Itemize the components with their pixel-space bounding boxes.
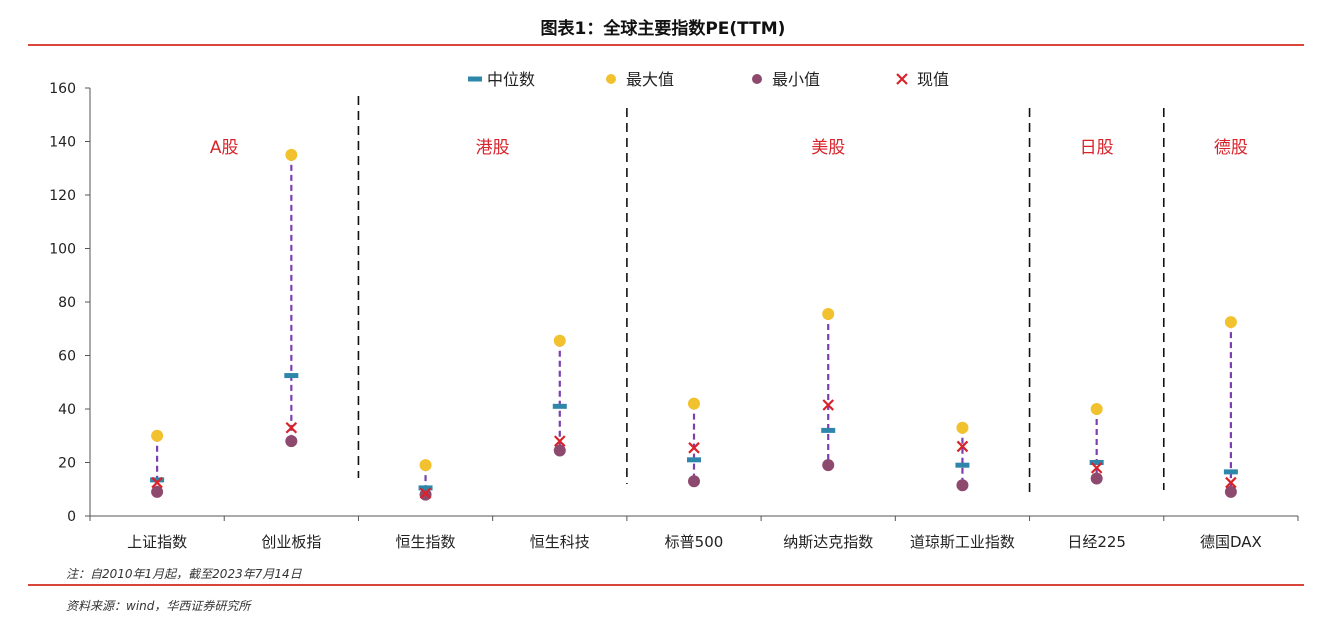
legend-max-label: 最大值 — [626, 70, 674, 89]
min-point — [285, 435, 298, 448]
max-point — [956, 421, 969, 434]
y-tick-label: 140 — [49, 135, 76, 151]
median-mark — [552, 403, 567, 409]
source-note: 资料来源：wind，华西证券研究所 — [66, 599, 251, 613]
current-mark — [151, 476, 163, 489]
y-tick-label: 0 — [67, 509, 76, 525]
median-mark — [1223, 469, 1238, 475]
legend-min-swatch — [752, 74, 762, 84]
x-tick-label: 日经225 — [1067, 533, 1126, 551]
max-point — [151, 429, 164, 442]
legend-min-label: 最小值 — [772, 70, 820, 89]
current-mark — [554, 435, 566, 447]
region-label: A股 — [210, 138, 239, 158]
bottom-rule — [28, 584, 1304, 586]
x-tick-label: 上证指数 — [127, 533, 187, 551]
legend-current-swatch — [896, 73, 908, 85]
median-mark — [418, 485, 433, 491]
x-tick-label: 德国DAX — [1200, 533, 1262, 551]
min-point — [1090, 472, 1103, 485]
current-mark — [1225, 476, 1237, 489]
current-mark — [688, 442, 700, 454]
current-mark — [419, 487, 432, 500]
current-mark — [956, 440, 969, 453]
min-point — [1224, 485, 1237, 498]
min-point — [956, 479, 969, 492]
y-tick-label: 100 — [49, 242, 76, 258]
median-mark — [955, 462, 970, 468]
median-mark — [284, 373, 299, 379]
y-tick-label: 60 — [58, 349, 76, 365]
x-tick-label: 创业板指 — [261, 533, 321, 551]
max-point — [1090, 403, 1103, 415]
footnote: 注：自2010年1月起，截至2023年7月14日 — [66, 567, 302, 581]
top-rule — [28, 44, 1304, 46]
max-point — [1224, 316, 1237, 329]
max-point — [822, 308, 835, 321]
legend-current-label: 现值 — [917, 70, 949, 89]
y-tick-label: 40 — [58, 402, 76, 418]
x-tick-label: 恒生科技 — [530, 533, 590, 551]
min-point — [688, 475, 700, 488]
min-point — [151, 485, 164, 498]
chart-title: 图表1：全球主要指数PE(TTM) — [540, 19, 786, 39]
y-tick-label: 160 — [49, 81, 76, 97]
median-mark — [1089, 460, 1104, 465]
current-mark — [285, 421, 298, 434]
region-label: 日股 — [1080, 138, 1114, 158]
x-tick-label: 纳斯达克指数 — [783, 533, 873, 551]
min-point — [553, 444, 566, 457]
region-label: 德股 — [1214, 138, 1248, 158]
max-point — [285, 148, 298, 161]
region-label: 港股 — [476, 138, 510, 158]
median-mark — [821, 427, 836, 433]
y-tick-label: 80 — [58, 295, 76, 311]
median-mark — [687, 457, 701, 463]
region-label: 美股 — [811, 138, 845, 158]
pe-chart: 0 20 40 60 80 100 120 140 160 上证指数 创业板指 恒生指数 恒生科技 标普5… — [49, 70, 1299, 551]
max-point — [419, 459, 432, 472]
legend-max-swatch — [606, 74, 616, 84]
x-tick-label: 标普500 — [665, 533, 724, 551]
x-tick-label: 道琼斯工业指数 — [910, 533, 1015, 551]
y-tick-label: 20 — [58, 456, 76, 472]
current-mark — [1090, 462, 1103, 474]
median-mark — [150, 477, 165, 483]
x-tick-label: 恒生指数 — [396, 533, 456, 551]
max-point — [688, 397, 700, 410]
legend-median-swatch — [468, 76, 482, 82]
max-point — [553, 334, 566, 347]
current-mark — [822, 399, 834, 411]
legend-median-label: 中位数 — [487, 70, 535, 89]
min-point — [822, 459, 835, 472]
y-tick-label: 120 — [49, 188, 76, 204]
